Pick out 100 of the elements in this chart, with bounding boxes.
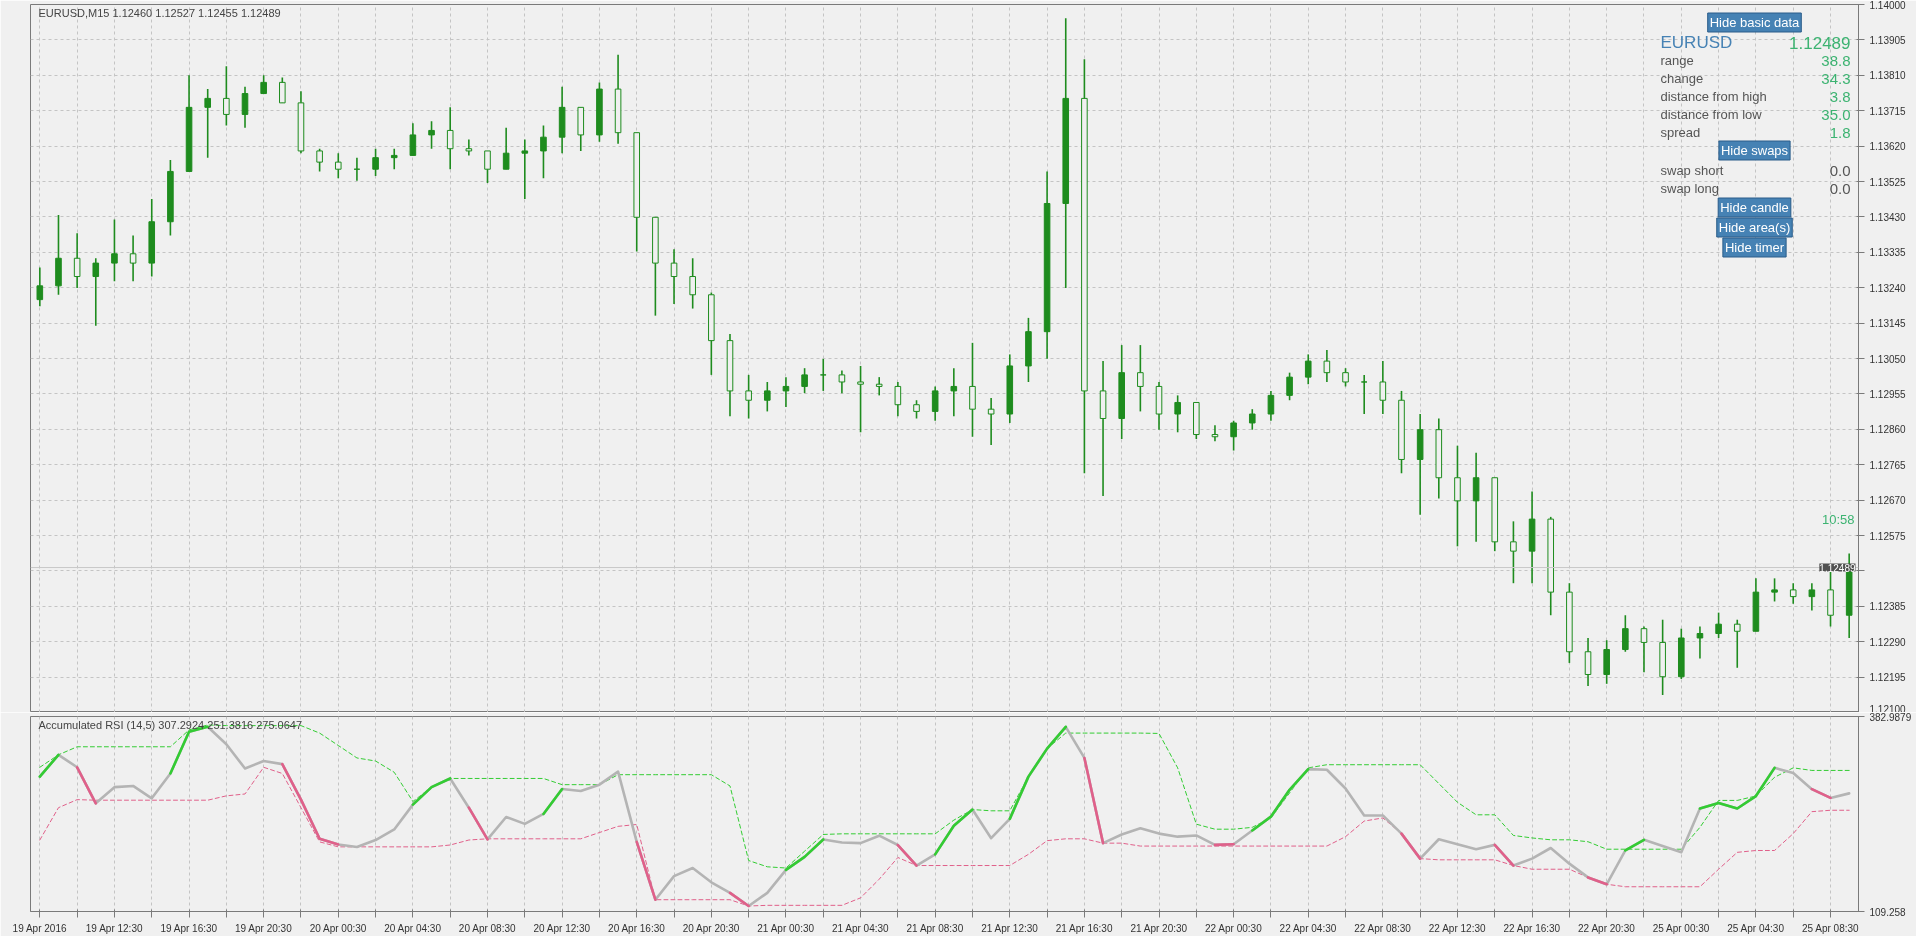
candlestick — [279, 76, 286, 104]
candlestick — [913, 399, 920, 420]
y-tick-label: 1.13620 — [1869, 141, 1907, 153]
y-tick-label: 1.12670 — [1869, 495, 1907, 507]
x-tick-label: 21 Apr 20:30 — [1130, 922, 1188, 934]
x-tick-label: 21 Apr 00:30 — [757, 922, 815, 934]
annotation: 35.0 — [1821, 105, 1851, 123]
annotation: 1.8 — [1829, 123, 1851, 141]
annotation: distance from low — [1660, 107, 1763, 122]
candlestick — [857, 365, 864, 434]
candlestick — [465, 138, 473, 157]
candlestick — [1472, 451, 1480, 543]
candlestick — [1137, 344, 1144, 413]
candlestick — [428, 120, 435, 150]
annotation: swap short — [1660, 163, 1724, 178]
annotation: distance from high — [1660, 89, 1767, 104]
y-tick-label: 1.14000 — [1869, 0, 1907, 11]
candlestick — [1696, 625, 1704, 660]
candlestick — [446, 106, 454, 170]
y-tick-label: 1.13145 — [1869, 318, 1907, 330]
y-tick-label: 1.12765 — [1869, 459, 1907, 471]
candlestick — [689, 257, 696, 310]
y-tick-label: 1.12290 — [1869, 636, 1907, 648]
y-tick-label: 1.13430 — [1869, 211, 1907, 223]
x-tick-label: 21 Apr 08:30 — [906, 922, 964, 934]
x-tick-label: 25 Apr 08:30 — [1801, 922, 1860, 934]
candlestick — [801, 367, 808, 394]
candlestick — [950, 367, 958, 418]
candlestick — [223, 65, 230, 127]
x-tick-label: 22 Apr 20:30 — [1578, 922, 1636, 934]
candlestick — [1342, 367, 1349, 388]
y-tick-label: 1.13905 — [1869, 34, 1907, 46]
x-tick-label: 25 Apr 00:30 — [1652, 922, 1710, 934]
candlestick — [1286, 371, 1293, 402]
candlestick — [129, 234, 137, 283]
candlestick — [241, 86, 249, 129]
x-tick-label: 19 Apr 12:30 — [85, 922, 143, 934]
x-tick-label: 19 Apr 16:30 — [160, 922, 218, 934]
annotation: 38.8 — [1821, 51, 1851, 69]
x-tick-label: 21 Apr 04:30 — [831, 922, 890, 934]
y-tick-label: 1.13810 — [1869, 70, 1907, 82]
y-tick-label: 1.12575 — [1869, 530, 1907, 542]
candlestick — [409, 122, 417, 157]
y-tick-label: 1.12385 — [1869, 601, 1907, 613]
y-tick-label: 1.13240 — [1869, 282, 1907, 294]
annotation: Hide basic data — [1709, 15, 1801, 30]
candlestick — [540, 124, 547, 179]
candlestick — [111, 218, 118, 283]
x-tick-label: 20 Apr 00:30 — [309, 922, 367, 934]
candlestick — [1640, 625, 1648, 674]
candlestick — [1733, 618, 1741, 669]
y-tick-label: 1.12195 — [1869, 672, 1907, 684]
annotation: spread — [1660, 125, 1701, 140]
y-tick-label: 109.258 — [1869, 906, 1907, 918]
y-tick-label: 1.13715 — [1869, 105, 1907, 117]
x-tick-label: 20 Apr 12:30 — [533, 922, 591, 934]
candlestick — [390, 147, 398, 170]
x-tick-label: 22 Apr 08:30 — [1354, 922, 1412, 934]
candlestick — [1379, 360, 1387, 415]
x-tick-label: 20 Apr 20:30 — [682, 922, 740, 934]
y-tick-label: 1.12955 — [1869, 388, 1907, 400]
x-tick-label: 20 Apr 08:30 — [458, 922, 517, 934]
annotation: change — [1660, 71, 1704, 86]
chart-title: EURUSD,M15 1.12460 1.12527 1.12455 1.12489 — [38, 6, 281, 19]
candlestick — [204, 88, 211, 159]
candlestick — [92, 257, 100, 327]
candlestick — [1808, 582, 1816, 612]
candlestick — [782, 376, 790, 408]
x-tick-label: 22 Apr 16:30 — [1503, 922, 1561, 934]
x-tick-label: 21 Apr 16:30 — [1055, 922, 1113, 934]
candlestick — [521, 138, 529, 200]
annotation: 1.12489 — [1789, 33, 1851, 53]
annotation: EURUSD — [1660, 33, 1733, 52]
x-tick-label: 19 Apr 2016 — [12, 922, 67, 934]
candlestick — [1211, 424, 1219, 443]
candlestick — [260, 74, 267, 95]
annotation: 0.0 — [1829, 179, 1851, 197]
annotation: swap long — [1660, 181, 1720, 196]
annotation: Hide candle — [1720, 200, 1789, 215]
candlestick — [838, 369, 846, 394]
annotation: range — [1660, 53, 1694, 68]
candlestick — [36, 266, 44, 308]
annotation: Hide area(s) — [1718, 220, 1791, 235]
candlestick — [819, 358, 827, 392]
x-tick-label: 22 Apr 12:30 — [1428, 922, 1486, 934]
candlestick — [1230, 419, 1237, 452]
candlestick — [1789, 582, 1797, 605]
candlestick — [1622, 614, 1629, 653]
candlestick — [894, 381, 902, 418]
y-tick-label: 1.13335 — [1869, 247, 1907, 259]
candlestick — [764, 381, 771, 413]
candlestick — [1248, 408, 1256, 431]
annotation: 0.0 — [1829, 161, 1851, 179]
candlestick — [1360, 374, 1368, 415]
y-tick-label: 1.12860 — [1869, 424, 1907, 436]
candlestick — [1715, 611, 1722, 639]
candlestick — [875, 376, 883, 397]
x-tick-label: 22 Apr 00:30 — [1204, 922, 1263, 934]
candlestick — [1174, 394, 1181, 434]
annotation: 10:58 — [1821, 512, 1855, 527]
